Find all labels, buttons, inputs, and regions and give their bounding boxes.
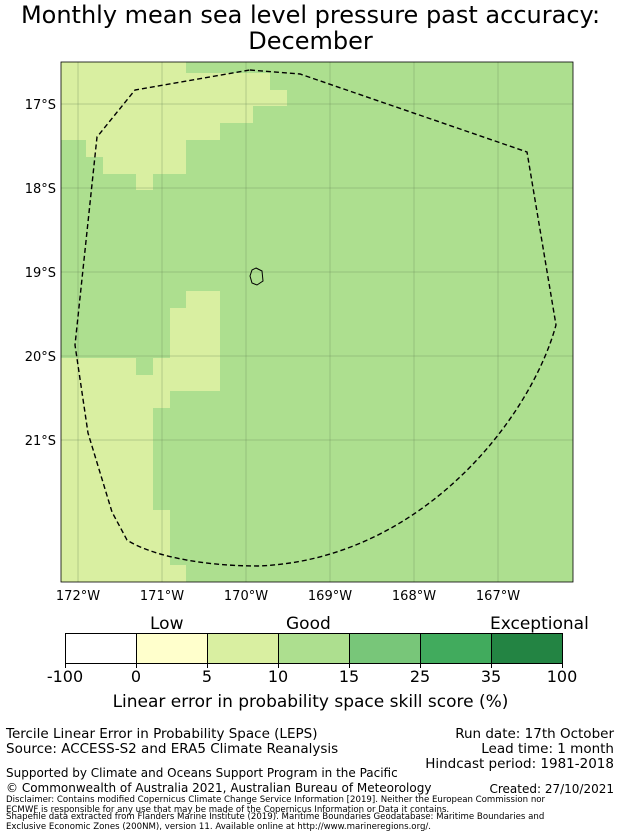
category-exceptional: Exceptional bbox=[490, 614, 589, 634]
colorbar-segment bbox=[136, 633, 207, 664]
lat-label: 20°S bbox=[25, 350, 56, 365]
colorbar-tick bbox=[491, 664, 492, 668]
colorbar-segment bbox=[65, 633, 136, 664]
lon-label: 168°W bbox=[392, 589, 436, 604]
colorbar-tick-label: 35 bbox=[480, 667, 502, 686]
skill-map: 17°S 18°S 19°S 20°S 21°S 172°W 171°W 170°W 169°… bbox=[25, 61, 574, 604]
colorbar-segment bbox=[420, 633, 491, 664]
map-frame bbox=[60, 61, 574, 583]
lon-label: 171°W bbox=[140, 589, 184, 604]
niue-island-outline bbox=[249, 267, 264, 286]
disclaimer-line3: Shapefile data extracted from Flanders M… bbox=[6, 812, 545, 822]
created-text: Created: 27/10/2021 bbox=[489, 782, 614, 796]
skill-area-moderate-1 bbox=[61, 62, 287, 190]
colorbar-tick-label: 0 bbox=[130, 667, 142, 686]
map-title-line2: December bbox=[248, 27, 373, 55]
colorbar-tick-label: 15 bbox=[338, 667, 360, 686]
colorbar-tick-label: 100 bbox=[546, 667, 578, 686]
disclaimer-line4: Exclusive Economic Zones (200NM), versio… bbox=[6, 822, 432, 832]
colorbar-segment bbox=[349, 633, 420, 664]
skill-area-moderate-2 bbox=[61, 291, 220, 582]
copyright-text: © Commonwealth of Australia 2021, Austra… bbox=[6, 781, 432, 795]
colorbar-tick bbox=[349, 664, 350, 668]
hindcast-text: Hindcast period: 1981-2018 bbox=[425, 756, 614, 772]
colorbar-tick-label: 25 bbox=[409, 667, 431, 686]
lon-label: 172°W bbox=[56, 589, 100, 604]
colorbar-segment bbox=[207, 633, 278, 664]
colorbar-title: Linear error in probability space skill … bbox=[112, 692, 509, 712]
method-text: Tercile Linear Error in Probability Spac… bbox=[6, 726, 318, 742]
run-date-text: Run date: 17th October bbox=[455, 726, 614, 742]
map-gridlines bbox=[61, 62, 573, 582]
supported-text: Supported by Climate and Oceans Support … bbox=[6, 766, 398, 780]
lat-label: 18°S bbox=[25, 182, 56, 197]
colorbar-tick-label: 10 bbox=[267, 667, 289, 686]
skill-grid bbox=[61, 62, 573, 582]
lead-time-text: Lead time: 1 month bbox=[481, 741, 614, 757]
colorbar-tick bbox=[136, 664, 137, 668]
lat-label: 19°S bbox=[25, 266, 56, 281]
lon-label: 169°W bbox=[308, 589, 352, 604]
colorbar-segment bbox=[278, 633, 349, 664]
map-title: Monthly mean sea level pressure past acc… bbox=[0, 2, 621, 54]
colorbar-tick bbox=[420, 664, 421, 668]
eez-boundary bbox=[74, 69, 557, 567]
lat-label: 21°S bbox=[25, 434, 56, 449]
colorbar-tick bbox=[207, 664, 208, 668]
longitude-labels: 172°W 171°W 170°W 169°W 168°W 167°W bbox=[56, 589, 520, 604]
colorbar-tick-label: 5 bbox=[201, 667, 213, 686]
colorbar-tick bbox=[278, 664, 279, 668]
map-title-line1: Monthly mean sea level pressure past acc… bbox=[20, 1, 601, 29]
latitude-labels: 17°S 18°S 19°S 20°S 21°S bbox=[25, 98, 56, 449]
lon-label: 170°W bbox=[224, 589, 268, 604]
disclaimer-line2: ECMWF is responsible for any use that ma… bbox=[6, 805, 450, 815]
colorbar-tick-label: -100 bbox=[46, 667, 84, 686]
lat-label: 17°S bbox=[25, 98, 56, 113]
category-good: Good bbox=[286, 614, 331, 634]
colorbar-segment bbox=[491, 633, 563, 664]
source-text: Source: ACCESS-S2 and ERA5 Climate Reana… bbox=[6, 741, 339, 757]
colorbar-tick bbox=[65, 664, 66, 668]
colorbar-tick bbox=[562, 664, 563, 668]
lon-label: 167°W bbox=[476, 589, 520, 604]
disclaimer-line1: Disclaimer: Contains modified Copernicus… bbox=[6, 795, 546, 805]
category-low: Low bbox=[150, 614, 184, 634]
